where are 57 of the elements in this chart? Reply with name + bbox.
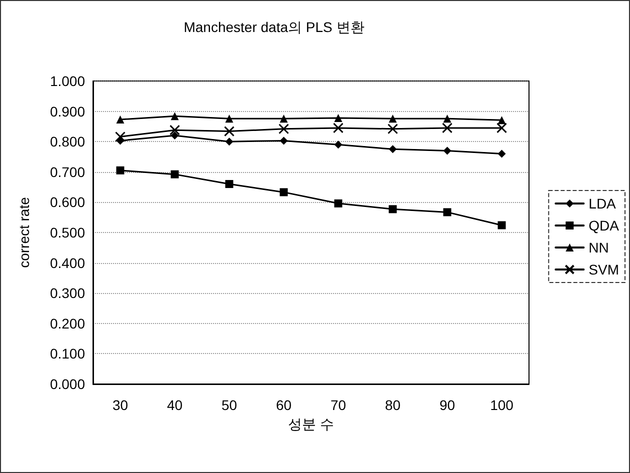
x-tick-label: 100 [490, 397, 514, 413]
point [225, 180, 234, 188]
legend-label: LDA [588, 196, 617, 212]
point [388, 114, 397, 123]
x-tick-label: 30 [112, 397, 128, 413]
y-tick-label: 0.600 [50, 194, 86, 210]
x-tick-label: 50 [221, 397, 238, 413]
y-tick-label: 0.100 [50, 346, 86, 362]
point [498, 116, 506, 124]
point [442, 122, 452, 134]
point [280, 114, 288, 123]
point [280, 136, 288, 145]
y-axis-title: correct rate [16, 196, 32, 268]
y-tick-label: 0.400 [50, 254, 86, 271]
point [225, 114, 234, 123]
x-tick-label: 80 [384, 397, 401, 413]
point [225, 138, 234, 146]
point [280, 188, 288, 196]
point [170, 132, 179, 140]
y-tick-label: 0.500 [50, 224, 86, 240]
y-tick-label: 1.000 [50, 73, 86, 89]
point [388, 124, 398, 134]
point [116, 166, 124, 174]
point [334, 199, 342, 208]
point [443, 114, 452, 123]
x-tick-label: 40 [166, 397, 183, 413]
y-tick-label: 0.200 [50, 315, 86, 332]
x-tick-label: 90 [439, 397, 456, 413]
y-tick-label: 0.800 [50, 134, 86, 150]
point [496, 122, 507, 134]
point [333, 122, 344, 134]
x-axis-title: 성분 수 [288, 416, 334, 432]
point [443, 208, 452, 216]
y-tick-label: 0.900 [50, 103, 86, 120]
legend-label: SVM [588, 262, 620, 278]
legend-label: NN [588, 240, 609, 256]
point [388, 145, 397, 154]
point [115, 132, 126, 142]
point [498, 221, 506, 230]
point [388, 205, 397, 214]
point [334, 114, 342, 122]
point [443, 146, 452, 155]
point [278, 124, 289, 134]
point [116, 115, 124, 124]
y-tick-label: 0.700 [50, 164, 86, 180]
point [170, 112, 179, 120]
chart-title: Manchester data의 PLS 변환 [184, 19, 364, 35]
point [170, 124, 180, 136]
x-tick-label: 60 [276, 397, 292, 413]
x-tick-label: 70 [330, 397, 346, 413]
point [334, 140, 342, 149]
point [170, 170, 179, 178]
point [498, 150, 506, 158]
y-tick-label: 0.000 [50, 376, 86, 392]
y-tick-label: 0.300 [50, 285, 86, 302]
legend-label: QDA [588, 218, 620, 234]
point [224, 126, 234, 137]
